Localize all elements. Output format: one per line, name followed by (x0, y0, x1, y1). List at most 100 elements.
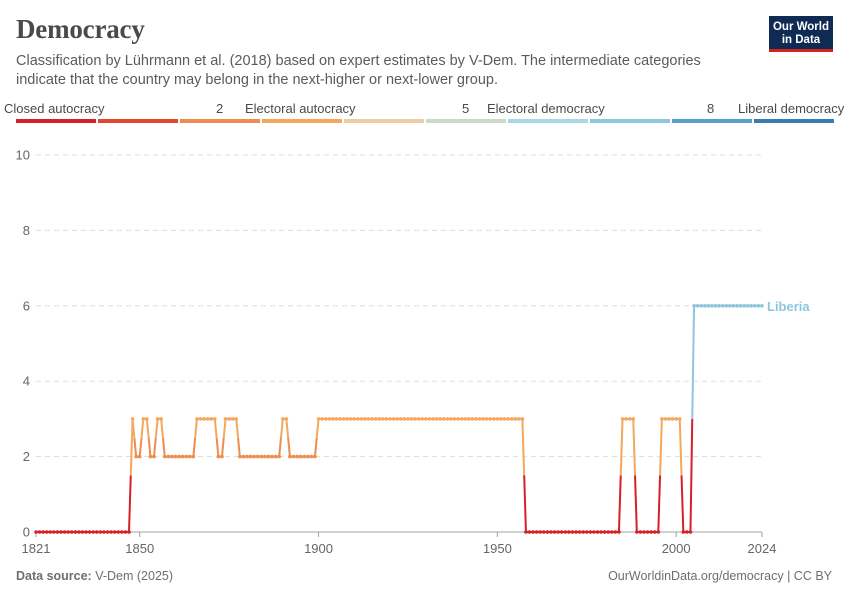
data-point[interactable] (667, 417, 671, 421)
data-point[interactable] (545, 530, 550, 534)
data-point[interactable] (184, 454, 189, 459)
data-point[interactable] (209, 417, 214, 421)
data-point[interactable] (552, 530, 557, 534)
data-point[interactable] (80, 530, 85, 534)
data-point[interactable] (331, 417, 335, 421)
data-point[interactable] (713, 304, 718, 308)
data-point[interactable] (613, 530, 618, 534)
data-point[interactable] (359, 417, 364, 421)
data-point[interactable] (474, 417, 478, 421)
data-point[interactable] (245, 454, 249, 459)
data-point[interactable] (298, 454, 303, 459)
data-point[interactable] (52, 530, 56, 534)
data-point[interactable] (609, 530, 614, 534)
data-point[interactable] (524, 530, 528, 534)
data-point[interactable] (631, 417, 636, 421)
data-point[interactable] (441, 417, 446, 421)
data-point[interactable] (162, 454, 167, 459)
data-point[interactable] (170, 454, 174, 459)
data-point[interactable] (420, 417, 425, 421)
data-point[interactable] (127, 530, 131, 534)
data-point[interactable] (388, 417, 392, 421)
data-point[interactable] (123, 530, 128, 534)
footer-url[interactable]: OurWorldinData.org/democracy | CC BY (608, 569, 832, 583)
data-point[interactable] (59, 530, 63, 534)
data-point[interactable] (338, 417, 342, 421)
data-point[interactable] (377, 417, 382, 421)
data-point[interactable] (381, 417, 385, 421)
data-point[interactable] (373, 417, 378, 421)
data-point[interactable] (134, 454, 138, 459)
data-point[interactable] (549, 530, 553, 534)
data-point[interactable] (166, 454, 171, 459)
data-point[interactable] (717, 304, 721, 308)
data-point[interactable] (137, 454, 142, 459)
data-point[interactable] (581, 530, 585, 534)
data-point[interactable] (456, 417, 460, 421)
data-point[interactable] (55, 530, 60, 534)
data-point[interactable] (87, 530, 92, 534)
data-point[interactable] (248, 454, 253, 459)
data-point[interactable] (542, 530, 546, 534)
data-point[interactable] (406, 417, 410, 421)
data-point[interactable] (348, 417, 353, 421)
data-point[interactable] (266, 454, 271, 459)
data-point[interactable] (710, 304, 714, 308)
data-point[interactable] (94, 530, 99, 534)
data-point[interactable] (205, 417, 210, 421)
data-point[interactable] (320, 417, 324, 421)
data-point[interactable] (702, 304, 707, 308)
data-point[interactable] (366, 417, 371, 421)
data-point[interactable] (180, 454, 185, 459)
data-point[interactable] (238, 454, 242, 459)
data-point[interactable] (760, 304, 764, 308)
data-point[interactable] (692, 304, 696, 308)
data-point[interactable] (202, 417, 206, 421)
data-point[interactable] (284, 417, 289, 421)
data-point[interactable] (109, 530, 113, 534)
data-point[interactable] (499, 417, 503, 421)
data-point[interactable] (602, 530, 607, 534)
data-point[interactable] (413, 417, 417, 421)
data-point[interactable] (391, 417, 396, 421)
data-point[interactable] (213, 417, 217, 421)
data-point[interactable] (449, 417, 453, 421)
data-point[interactable] (706, 304, 711, 308)
data-point[interactable] (720, 304, 725, 308)
data-point[interactable] (452, 417, 457, 421)
data-point[interactable] (398, 417, 403, 421)
data-point[interactable] (635, 530, 639, 534)
data-point[interactable] (502, 417, 507, 421)
data-point[interactable] (84, 530, 88, 534)
data-point[interactable] (363, 417, 367, 421)
data-point[interactable] (252, 454, 256, 459)
data-point[interactable] (273, 454, 278, 459)
data-point[interactable] (538, 530, 543, 534)
data-point[interactable] (37, 530, 42, 534)
data-point[interactable] (384, 417, 389, 421)
owid-logo[interactable]: Our World in Data (769, 16, 833, 52)
data-point[interactable] (745, 304, 750, 308)
data-point[interactable] (627, 417, 632, 421)
data-point[interactable] (370, 417, 374, 421)
data-point[interactable] (352, 417, 357, 421)
data-point[interactable] (424, 417, 428, 421)
data-point[interactable] (527, 530, 532, 534)
data-point[interactable] (652, 530, 657, 534)
data-point[interactable] (195, 417, 199, 421)
data-point[interactable] (445, 417, 450, 421)
data-point[interactable] (481, 417, 485, 421)
data-point[interactable] (735, 304, 739, 308)
data-point[interactable] (470, 417, 475, 421)
data-point[interactable] (402, 417, 407, 421)
data-point[interactable] (642, 530, 646, 534)
data-point[interactable] (34, 530, 38, 534)
data-point[interactable] (155, 417, 160, 421)
data-point[interactable] (677, 417, 682, 421)
data-point[interactable] (295, 454, 299, 459)
data-point[interactable] (656, 530, 661, 534)
data-point[interactable] (116, 530, 121, 534)
data-point[interactable] (263, 454, 267, 459)
data-point[interactable] (563, 530, 568, 534)
data-point[interactable] (513, 417, 518, 421)
